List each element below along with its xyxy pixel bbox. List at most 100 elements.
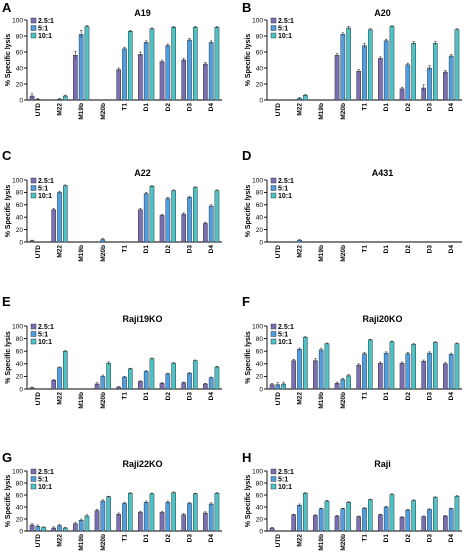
bar-10-1-m20b (106, 496, 111, 532)
y-tick-label: 60 (16, 349, 24, 356)
x-tick-label: M19b (78, 245, 85, 262)
panel-e: E Raji19KO 0 20 40 60 80 100% Specific lysis UTD… (2, 294, 222, 409)
bar-10-1-m22 (303, 493, 308, 532)
panel-letter: F (242, 294, 250, 309)
bar-5-1-d2 (405, 509, 411, 532)
bar-5-1-d2 (165, 373, 171, 390)
legend-label: 2.5:1 (278, 178, 294, 185)
chart-title: Raji22KO (122, 459, 162, 469)
bar-2-5-1-d4 (203, 383, 208, 390)
panel-d: D A431 0 20 40 60 80 100% Specific lysis UTD M22 M… (242, 148, 462, 262)
x-tick-label: M19b (318, 392, 325, 409)
x-tick-label: D2 (165, 534, 172, 543)
bar-5-1-t1 (362, 353, 367, 390)
legend-label: 10:1 (278, 339, 292, 346)
bar-2-5-1-d3 (181, 382, 187, 390)
legend-swatch (270, 331, 277, 337)
x-tick-label: M20b (100, 534, 107, 551)
bar-2-5-1-d4 (203, 512, 208, 532)
bar-2-5-1-d1 (138, 209, 143, 243)
x-tick-label: D1 (143, 392, 150, 401)
bar-2-5-1-m22 (51, 379, 56, 390)
legend-swatch (30, 323, 37, 330)
bar-10-1-d1 (149, 358, 155, 390)
y-tick-label: 60 (16, 492, 24, 499)
bar-5-1-d3 (427, 352, 432, 390)
y-axis-label: % Specific lysis (5, 34, 12, 87)
bar-10-1-d1 (149, 493, 155, 532)
bar-5-1-m22 (57, 367, 62, 390)
bar-5-1-d1 (143, 371, 149, 390)
y-tick-label: 80 (16, 336, 24, 343)
legend-label: 2.5:1 (278, 18, 294, 25)
y-tick-label: 0 (19, 386, 23, 393)
bar-5-1-m20b (100, 376, 106, 390)
bar-10-1-d4 (214, 190, 220, 243)
x-tick-label: M20b (340, 392, 347, 409)
y-tick-label: 100 (12, 177, 23, 184)
bar-5-1-d2 (405, 353, 411, 390)
chart-title: Raji20KO (362, 314, 402, 324)
bar-2-5-1-m19b (313, 515, 318, 532)
bar-5-1-d2 (165, 45, 171, 101)
bar-10-1-d3 (433, 342, 438, 390)
legend-swatch (270, 476, 277, 482)
x-tick-label: D4 (208, 534, 215, 543)
y-tick-label: 20 (16, 227, 24, 234)
legend-swatch (30, 338, 37, 345)
legend-label: 5:1 (38, 25, 48, 32)
panel-h: H Raji 0 20 40 60 80 100% Specific lysis UTD M22 M… (242, 450, 462, 551)
y-tick-label: 80 (16, 33, 24, 40)
legend-swatch (270, 177, 277, 184)
bar-5-1-d1 (143, 42, 149, 101)
bar-2-5-1-d2 (399, 88, 405, 101)
bar-10-1-d1 (389, 26, 395, 101)
x-tick-label: M22 (297, 534, 304, 547)
y-tick-label: 0 (259, 97, 263, 104)
x-tick-label: D3 (427, 534, 434, 543)
y-tick-label: 40 (16, 215, 24, 222)
bar-10-1-d4 (214, 493, 220, 532)
bar-10-1-d3 (433, 497, 438, 532)
legend-label: 10:1 (278, 193, 292, 200)
legend-swatch (270, 468, 277, 475)
bar-10-1-m20b (106, 362, 111, 390)
bar-10-1-m19b (84, 26, 90, 101)
y-tick-label: 20 (16, 516, 24, 523)
legend-label: 2.5:1 (38, 18, 54, 25)
panel-letter: B (242, 0, 251, 15)
bar-5-1-d3 (187, 373, 192, 390)
panel-letter: A (2, 0, 12, 15)
chart-title: A22 (134, 168, 151, 178)
panel-b: B A20 0 20 40 60 80 100 % Specific lysis UTD M22 M1… (242, 0, 462, 120)
legend-label: 2.5:1 (38, 178, 54, 185)
y-tick-label: 60 (16, 49, 24, 56)
bar-10-1-d2 (171, 492, 176, 532)
legend-swatch (30, 185, 37, 191)
bar-5-1-m19b (318, 349, 324, 390)
legend-label: 2.5:1 (278, 324, 294, 331)
y-axis-label: % Specific lysis (245, 331, 252, 384)
x-tick-label: D2 (405, 245, 412, 254)
y-tick-label: 20 (16, 81, 24, 88)
bar-10-1-d3 (192, 360, 198, 390)
y-tick-label: 40 (16, 361, 24, 368)
x-tick-label: UTD (275, 392, 282, 406)
bar-10-1-d3 (192, 493, 198, 532)
bar-5-1-d1 (383, 506, 389, 532)
x-tick-label: T1 (122, 103, 129, 111)
bar-10-1-d2 (411, 500, 416, 532)
y-tick-label: 80 (16, 480, 24, 487)
y-tick-label: 100 (12, 323, 23, 330)
bar-2-5-1-t1 (356, 364, 362, 390)
bar-5-1-m22 (297, 505, 302, 532)
x-tick-label: M20b (340, 103, 347, 120)
x-tick-label: D3 (427, 245, 434, 254)
x-tick-label: D4 (448, 392, 455, 401)
x-tick-label: M22 (57, 245, 64, 258)
legend-swatch (30, 476, 37, 482)
bar-2-5-1-d1 (138, 54, 143, 101)
legend-swatch (270, 185, 277, 191)
y-tick-label: 0 (259, 386, 263, 393)
